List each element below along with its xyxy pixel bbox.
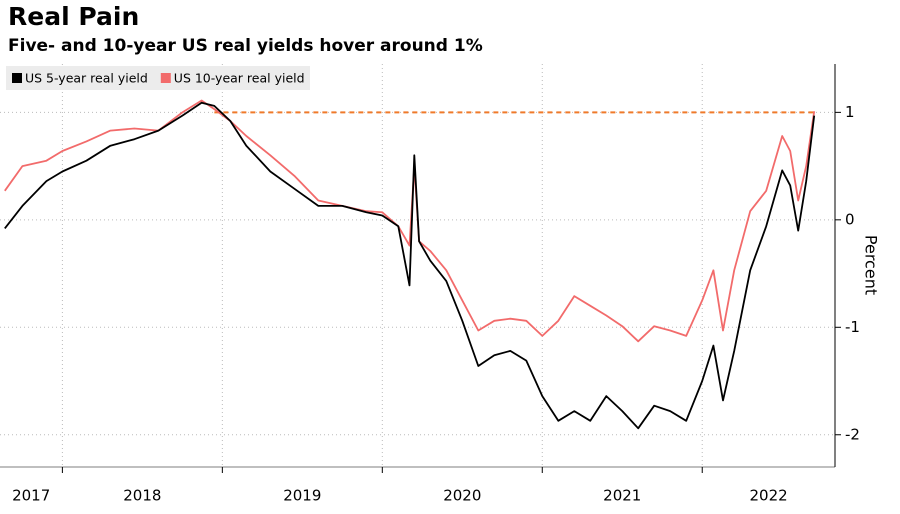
- chart-title: Real Pain: [8, 2, 139, 31]
- y-axis-label: Percent: [862, 235, 881, 295]
- x-tick-label: 2021: [603, 487, 641, 505]
- x-tick-label: 2022: [750, 487, 788, 505]
- x-tick-label: 2018: [123, 487, 161, 505]
- y-tick-label: -2: [845, 425, 860, 443]
- y-tick-label: 0: [845, 210, 855, 228]
- x-tick-label: 2019: [283, 487, 321, 505]
- series-line: [4, 99, 816, 343]
- y-tick-label: 1: [845, 103, 855, 121]
- legend-swatch: [12, 73, 22, 83]
- legend-swatch: [160, 73, 171, 83]
- y-tick-label: -1: [845, 318, 860, 336]
- legend-label: US 10-year real yield: [174, 71, 305, 86]
- chart-subtitle: Five- and 10-year US real yields hover a…: [8, 36, 483, 56]
- legend-box: [6, 66, 310, 90]
- series-line: [4, 101, 816, 430]
- x-tick-label: 2020: [443, 487, 481, 505]
- x-tick-label: 2017: [12, 487, 50, 505]
- legend: US 5-year real yield US 10-year real yiel…: [6, 66, 310, 90]
- legend-label: US 5-year real yield: [25, 71, 148, 86]
